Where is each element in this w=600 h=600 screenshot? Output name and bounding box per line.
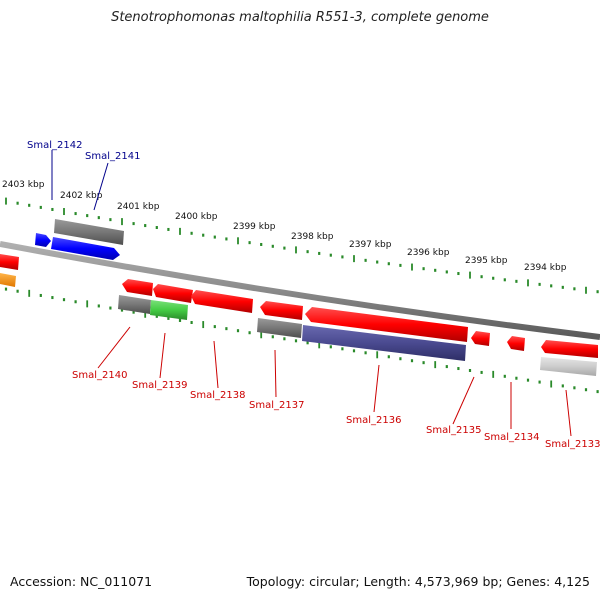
genome-backbone xyxy=(0,241,600,340)
gene-feature xyxy=(305,307,468,342)
gene-feature xyxy=(118,295,151,314)
ruler-upper xyxy=(5,197,599,294)
kbp-label: 2396 kbp xyxy=(407,248,450,258)
genome-stats-text: Topology: circular; Length: 4,573,969 bp… xyxy=(246,574,590,589)
kbp-label: 2402 kbp xyxy=(60,191,103,201)
label-leader xyxy=(97,326,131,369)
kbp-label: 2400 kbp xyxy=(175,212,218,222)
gene-feature xyxy=(191,290,253,313)
ruler-lower xyxy=(4,287,599,394)
gene-feature xyxy=(0,254,19,270)
label-leader xyxy=(452,376,475,425)
reverse-features xyxy=(0,254,598,376)
gene-label-smal-2138: Smal_2138 xyxy=(190,390,245,401)
gene-feature xyxy=(122,279,153,296)
gene-feature xyxy=(302,325,466,361)
gene-feature xyxy=(540,357,597,376)
reverse-gene-labels: Smal_2140 Smal_2139 Smal_2138 Smal_2137 … xyxy=(72,326,600,450)
gene-feature xyxy=(150,300,188,320)
gene-feature xyxy=(35,233,51,247)
kbp-label: 2403 kbp xyxy=(2,180,45,190)
gene-feature xyxy=(153,284,193,303)
label-leader xyxy=(373,364,380,413)
kbp-label: 2394 kbp xyxy=(524,263,567,273)
label-leader xyxy=(213,340,219,389)
gene-feature xyxy=(54,219,124,245)
label-leader xyxy=(159,332,166,379)
kbp-label: 2401 kbp xyxy=(117,202,160,212)
map-title: Stenotrophomonas maltophilia R551-3, com… xyxy=(111,10,489,25)
label-leader xyxy=(565,389,572,437)
gene-feature xyxy=(257,318,302,338)
gene-feature xyxy=(471,331,490,346)
gene-label-smal-2134: Smal_2134 xyxy=(484,432,539,443)
gene-feature xyxy=(0,273,16,287)
gene-feature xyxy=(507,336,525,351)
label-leader xyxy=(274,349,277,398)
kbp-label: 2397 kbp xyxy=(349,240,392,250)
gene-label-smal-2137: Smal_2137 xyxy=(249,400,304,411)
kbp-labels: 2403 kbp 2402 kbp 2401 kbp 2400 kbp 2399… xyxy=(2,180,567,273)
gene-label-smal-2140: Smal_2140 xyxy=(72,370,127,381)
gene-label-smal-2133: Smal_2133 xyxy=(545,439,600,450)
kbp-label: 2395 kbp xyxy=(465,256,508,266)
forward-features xyxy=(35,219,124,260)
gene-feature xyxy=(541,340,598,358)
label-leader xyxy=(93,162,109,211)
gene-label-smal-2135: Smal_2135 xyxy=(426,425,481,436)
gene-label-smal-2136: Smal_2136 xyxy=(346,415,401,426)
kbp-label: 2399 kbp xyxy=(233,222,276,232)
gene-feature xyxy=(51,237,120,260)
gene-label-smal-2142: Smal_2142 xyxy=(27,140,82,151)
gene-feature xyxy=(260,301,303,320)
gene-label-smal-2139: Smal_2139 xyxy=(132,380,187,391)
kbp-label: 2398 kbp xyxy=(291,232,334,242)
accession-text: Accession: NC_011071 xyxy=(10,574,153,589)
gene-label-smal-2141: Smal_2141 xyxy=(85,151,140,162)
forward-gene-labels: Smal_2142 Smal_2141 xyxy=(27,140,140,211)
